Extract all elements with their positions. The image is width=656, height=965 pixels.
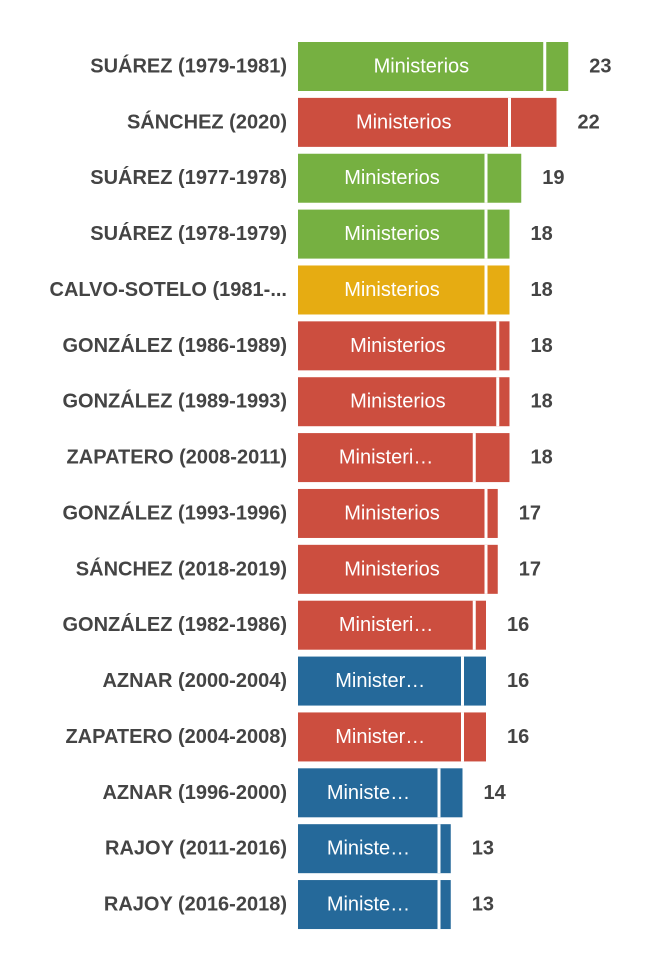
total-value-label: 23 — [589, 56, 611, 78]
row-label: SUÁREZ (1977-1978) — [90, 166, 287, 189]
bar-segment-rest — [486, 488, 498, 538]
segment-divider — [484, 488, 488, 538]
row-label: SUÁREZ (1979-1981) — [90, 55, 287, 78]
segment-divider — [472, 433, 476, 483]
row-label: ZAPATERO (2008-2011) — [67, 447, 287, 469]
bar-segment-ministerios — [298, 712, 463, 762]
total-value-label: 16 — [507, 614, 529, 636]
segment-label: Minister… — [335, 670, 425, 692]
segment-label: Ministerios — [344, 558, 440, 580]
bar-segment-rest — [462, 656, 486, 706]
row-label: AZNAR (1996-2000) — [102, 782, 287, 804]
total-value-label: 18 — [531, 447, 553, 469]
bar-segment-ministerios — [298, 656, 463, 706]
segment-label: Ministerios — [344, 223, 440, 245]
total-value-label: 14 — [484, 782, 507, 804]
total-value-label: 19 — [542, 167, 564, 189]
bar-segment-rest — [439, 824, 451, 874]
segment-divider — [496, 321, 500, 371]
segment-label: Ministe… — [327, 894, 410, 916]
row-label: SUÁREZ (1978-1979) — [90, 222, 287, 245]
segment-divider — [437, 880, 441, 930]
row-label: ZAPATERO (2004-2008) — [65, 726, 287, 748]
segment-label: Ministerios — [344, 502, 440, 524]
segment-divider — [437, 768, 441, 818]
segment-label: Ministe… — [327, 838, 410, 860]
bar-segment-rest — [462, 712, 486, 762]
segment-divider — [484, 209, 488, 259]
segment-label: Ministerios — [350, 391, 446, 413]
segment-divider — [496, 377, 500, 427]
bar-segment-rest — [486, 153, 522, 203]
bar-segment-rest — [486, 265, 510, 315]
bar-segment-ministerios — [298, 824, 439, 874]
row-label: GONZÁLEZ (1993-1996) — [62, 501, 287, 524]
bar-segment-rest — [439, 880, 451, 930]
bar-segment-ministerios — [298, 600, 475, 650]
segment-label: Ministerios — [356, 111, 452, 133]
bar-segment-rest — [486, 544, 498, 594]
row-label: SÁNCHEZ (2018-2019) — [76, 557, 287, 580]
segment-divider — [437, 824, 441, 874]
segment-divider — [484, 265, 488, 315]
segment-label: Ministeri… — [339, 447, 433, 469]
total-value-label: 13 — [472, 838, 494, 860]
total-value-label: 16 — [507, 726, 529, 748]
segment-divider — [508, 97, 511, 147]
total-value-label: 18 — [531, 223, 553, 245]
bar-segment-ministerios — [298, 265, 486, 315]
bar-segment-rest — [474, 433, 510, 483]
bar-segment-ministerios — [298, 433, 475, 483]
bar-segment-rest — [509, 97, 557, 147]
row-label: CALVO-SOTELO (1981-... — [50, 279, 287, 301]
bar-segment-rest — [544, 42, 569, 91]
row-label: GONZÁLEZ (1986-1989) — [62, 334, 287, 357]
bar-segment-ministerios — [298, 42, 545, 91]
segment-label: Ministerios — [374, 56, 470, 78]
bar-segment-ministerios — [298, 768, 439, 818]
total-value-label: 17 — [519, 502, 541, 524]
segment-divider — [461, 712, 464, 762]
row-label: RAJOY (2016-2018) — [104, 894, 287, 916]
segment-label: Minister… — [335, 726, 425, 748]
total-value-label: 17 — [519, 558, 541, 580]
bar-segment-ministerios — [298, 880, 439, 930]
segment-divider — [484, 153, 488, 203]
bar-segment-rest — [497, 321, 510, 371]
segment-divider — [472, 600, 476, 650]
segment-label: Ministe… — [327, 782, 410, 804]
bar-segment-ministerios — [298, 377, 498, 427]
row-label: RAJOY (2011-2016) — [105, 838, 287, 860]
bar-segment-rest — [439, 768, 463, 818]
bar-segment-ministerios — [298, 321, 498, 371]
bar-segment-ministerios — [298, 153, 486, 203]
bar-segment-ministerios — [298, 488, 486, 538]
row-label: GONZÁLEZ (1982-1986) — [62, 613, 287, 636]
total-value-label: 22 — [578, 111, 600, 133]
segment-label: Ministerios — [350, 335, 446, 357]
segment-label: Ministerios — [344, 167, 440, 189]
segment-divider — [543, 42, 547, 91]
row-label: SÁNCHEZ (2020) — [127, 110, 287, 133]
segment-label: Ministeri… — [339, 614, 433, 636]
bar-segment-rest — [486, 209, 510, 259]
row-label: GONZÁLEZ (1989-1993) — [62, 390, 287, 413]
bar-segment-rest — [474, 600, 486, 650]
total-value-label: 18 — [531, 335, 553, 357]
bar-segment-ministerios — [298, 544, 486, 594]
total-value-label: 18 — [531, 279, 553, 301]
bar-segment-ministerios — [298, 209, 486, 259]
segment-divider — [484, 544, 488, 594]
segment-label: Ministerios — [344, 279, 440, 301]
bar-segment-rest — [497, 377, 510, 427]
segment-divider — [461, 656, 464, 706]
total-value-label: 18 — [531, 391, 553, 413]
total-value-label: 13 — [472, 894, 494, 916]
total-value-label: 16 — [507, 670, 529, 692]
row-label: AZNAR (2000-2004) — [102, 670, 287, 692]
bar-segment-ministerios — [298, 97, 510, 147]
